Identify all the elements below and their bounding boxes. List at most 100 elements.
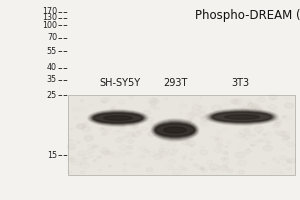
Ellipse shape bbox=[191, 118, 193, 119]
Ellipse shape bbox=[201, 117, 208, 121]
Ellipse shape bbox=[212, 112, 272, 122]
Ellipse shape bbox=[92, 112, 144, 124]
Ellipse shape bbox=[144, 150, 149, 153]
Ellipse shape bbox=[93, 113, 143, 123]
Ellipse shape bbox=[214, 148, 222, 153]
Ellipse shape bbox=[262, 162, 265, 164]
Bar bbox=[68, 95, 295, 175]
Ellipse shape bbox=[223, 151, 228, 154]
Ellipse shape bbox=[153, 121, 197, 139]
Ellipse shape bbox=[128, 120, 138, 126]
Text: 15: 15 bbox=[47, 150, 57, 160]
Ellipse shape bbox=[156, 124, 194, 136]
Ellipse shape bbox=[218, 116, 220, 117]
Text: 3T3: 3T3 bbox=[231, 78, 249, 88]
Ellipse shape bbox=[69, 139, 73, 142]
Ellipse shape bbox=[96, 118, 100, 120]
Text: SH-SY5Y: SH-SY5Y bbox=[99, 78, 141, 88]
Ellipse shape bbox=[242, 117, 247, 120]
Text: Phospho-DREAM (S63): Phospho-DREAM (S63) bbox=[195, 9, 300, 22]
Ellipse shape bbox=[89, 110, 147, 126]
Ellipse shape bbox=[67, 144, 76, 149]
Ellipse shape bbox=[286, 160, 292, 163]
Ellipse shape bbox=[146, 117, 153, 121]
Text: 70: 70 bbox=[47, 33, 57, 43]
Ellipse shape bbox=[150, 105, 155, 108]
Ellipse shape bbox=[148, 132, 156, 137]
Ellipse shape bbox=[225, 115, 260, 119]
Ellipse shape bbox=[200, 167, 204, 170]
Ellipse shape bbox=[164, 127, 186, 133]
Ellipse shape bbox=[153, 120, 197, 140]
Ellipse shape bbox=[90, 111, 146, 125]
Text: 170: 170 bbox=[42, 7, 57, 17]
Text: 35: 35 bbox=[47, 75, 57, 84]
Ellipse shape bbox=[100, 148, 109, 153]
Ellipse shape bbox=[183, 156, 186, 158]
Ellipse shape bbox=[284, 103, 293, 108]
Ellipse shape bbox=[84, 136, 93, 141]
Ellipse shape bbox=[120, 125, 126, 128]
Ellipse shape bbox=[186, 119, 192, 122]
Ellipse shape bbox=[93, 113, 142, 123]
Ellipse shape bbox=[133, 125, 138, 128]
Ellipse shape bbox=[153, 154, 163, 159]
Text: 55: 55 bbox=[47, 46, 57, 55]
Ellipse shape bbox=[197, 112, 207, 118]
Ellipse shape bbox=[97, 156, 101, 158]
Ellipse shape bbox=[109, 165, 111, 167]
Ellipse shape bbox=[90, 111, 146, 125]
Ellipse shape bbox=[263, 145, 273, 151]
Ellipse shape bbox=[91, 112, 145, 124]
Ellipse shape bbox=[82, 127, 91, 132]
Ellipse shape bbox=[154, 121, 196, 138]
Ellipse shape bbox=[114, 117, 123, 122]
Ellipse shape bbox=[83, 123, 88, 126]
Ellipse shape bbox=[103, 116, 132, 120]
Ellipse shape bbox=[217, 144, 223, 147]
Text: 100: 100 bbox=[42, 21, 57, 29]
Ellipse shape bbox=[150, 123, 155, 126]
Ellipse shape bbox=[247, 148, 249, 150]
Ellipse shape bbox=[190, 131, 192, 133]
Ellipse shape bbox=[219, 165, 228, 171]
Ellipse shape bbox=[154, 122, 195, 138]
Ellipse shape bbox=[182, 168, 187, 171]
Ellipse shape bbox=[235, 101, 237, 102]
Text: 40: 40 bbox=[47, 64, 57, 72]
Ellipse shape bbox=[186, 140, 196, 146]
Ellipse shape bbox=[244, 128, 250, 132]
Ellipse shape bbox=[227, 169, 233, 172]
Ellipse shape bbox=[216, 139, 219, 140]
Ellipse shape bbox=[225, 146, 228, 147]
Ellipse shape bbox=[212, 105, 221, 111]
Ellipse shape bbox=[269, 95, 277, 100]
Ellipse shape bbox=[224, 157, 228, 160]
Ellipse shape bbox=[190, 130, 198, 136]
Ellipse shape bbox=[200, 150, 208, 155]
Text: 293T: 293T bbox=[163, 78, 187, 88]
Ellipse shape bbox=[242, 106, 248, 110]
Ellipse shape bbox=[155, 123, 195, 137]
Ellipse shape bbox=[152, 120, 198, 140]
Ellipse shape bbox=[190, 158, 193, 160]
Ellipse shape bbox=[257, 139, 263, 142]
Ellipse shape bbox=[209, 164, 219, 170]
Ellipse shape bbox=[154, 122, 196, 138]
Ellipse shape bbox=[136, 130, 142, 134]
Ellipse shape bbox=[287, 158, 296, 163]
Ellipse shape bbox=[124, 163, 127, 165]
Ellipse shape bbox=[70, 158, 75, 162]
Ellipse shape bbox=[102, 151, 110, 155]
Ellipse shape bbox=[258, 132, 261, 134]
Ellipse shape bbox=[94, 114, 142, 122]
Ellipse shape bbox=[248, 103, 253, 107]
Ellipse shape bbox=[233, 99, 242, 105]
Ellipse shape bbox=[253, 113, 259, 117]
Ellipse shape bbox=[239, 170, 244, 174]
Ellipse shape bbox=[207, 110, 277, 124]
Ellipse shape bbox=[213, 112, 271, 121]
Text: 25: 25 bbox=[47, 90, 57, 99]
Ellipse shape bbox=[143, 110, 151, 115]
Ellipse shape bbox=[80, 100, 83, 101]
